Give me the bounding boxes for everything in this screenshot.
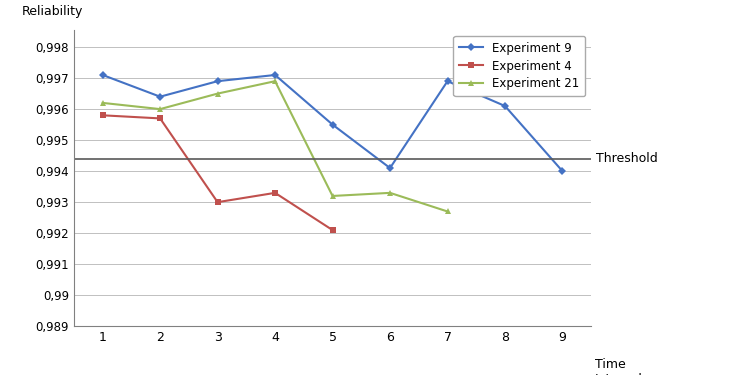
Experiment 9 bbox=[270, 73, 279, 77]
Experiment 21 bbox=[443, 209, 452, 214]
Experiment 4 bbox=[213, 200, 222, 204]
Experiment 4 bbox=[270, 190, 279, 195]
Experiment 9 bbox=[328, 122, 337, 127]
Experiment 9 bbox=[500, 104, 509, 108]
Experiment 21 bbox=[270, 79, 279, 83]
Experiment 21 bbox=[213, 92, 222, 96]
Experiment 21 bbox=[328, 194, 337, 198]
Experiment 9 bbox=[443, 79, 452, 83]
Experiment 9 bbox=[386, 166, 395, 170]
Experiment 9 bbox=[213, 79, 222, 83]
Experiment 4 bbox=[98, 113, 107, 117]
Legend: Experiment 9, Experiment 4, Experiment 21: Experiment 9, Experiment 4, Experiment 2… bbox=[453, 36, 585, 96]
Experiment 21 bbox=[98, 100, 107, 105]
Experiment 4 bbox=[156, 116, 165, 121]
Text: Reliability: Reliability bbox=[22, 5, 84, 18]
Experiment 21 bbox=[386, 190, 395, 195]
Line: Experiment 9: Experiment 9 bbox=[100, 72, 565, 174]
Line: Experiment 21: Experiment 21 bbox=[99, 78, 451, 215]
Text: Time
Intervals: Time Intervals bbox=[595, 358, 650, 375]
Experiment 9 bbox=[156, 94, 165, 99]
Line: Experiment 4: Experiment 4 bbox=[100, 112, 336, 233]
Experiment 4 bbox=[328, 228, 337, 232]
Experiment 9 bbox=[98, 73, 107, 77]
Text: Threshold: Threshold bbox=[596, 152, 658, 165]
Experiment 9 bbox=[558, 169, 567, 173]
Experiment 21 bbox=[156, 107, 165, 111]
